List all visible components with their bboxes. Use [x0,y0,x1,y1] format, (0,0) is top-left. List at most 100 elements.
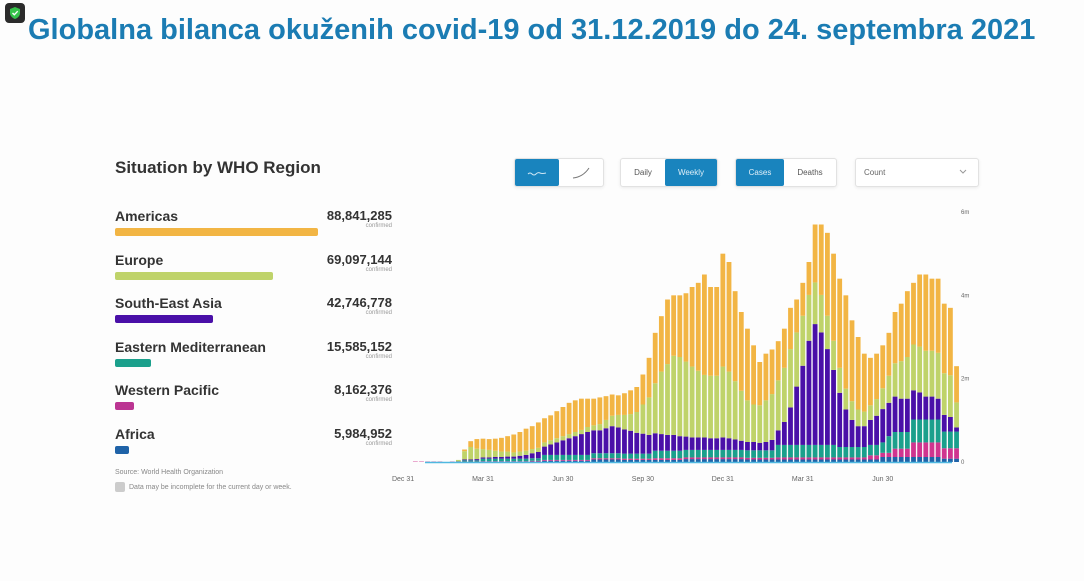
bar-segment-south-east-asia[interactable] [929,396,935,420]
bar-segment-eastern-mediterranean[interactable] [843,447,849,458]
bar-segment-eastern-mediterranean[interactable] [468,460,474,462]
bar-segment-south-east-asia[interactable] [708,438,713,450]
bar-segment-europe[interactable] [941,373,947,415]
bar-segment-africa[interactable] [671,459,677,462]
bar-segment-africa[interactable] [923,457,929,462]
bar-segment-americas[interactable] [800,282,806,316]
bar-segment-americas[interactable] [492,438,498,451]
bar-segment-europe[interactable] [837,367,843,393]
bar-segment-eastern-mediterranean[interactable] [769,450,775,458]
bar-segment-eastern-mediterranean[interactable] [658,450,664,459]
bar-segment-americas[interactable] [880,345,886,389]
bar-segment-europe[interactable] [763,400,769,442]
bar-segment-western-pacific[interactable] [542,459,547,461]
bar-segment-eastern-mediterranean[interactable] [855,447,861,458]
bar-segment-eastern-mediterranean[interactable] [566,454,572,460]
bar-segment-western-pacific[interactable] [745,457,750,460]
bar-segment-africa[interactable] [726,459,732,462]
bar-segment-western-pacific[interactable] [880,452,886,457]
bar-segment-europe[interactable] [603,419,609,429]
bar-segment-western-pacific[interactable] [886,452,892,457]
bar-segment-americas[interactable] [579,398,584,430]
bar-segment-africa[interactable] [861,459,867,463]
region-item[interactable]: Eastern Mediterranean 15,585,152 confirmed [115,339,392,379]
bar-segment-europe[interactable] [781,367,787,422]
bar-segment-south-east-asia[interactable] [904,398,910,432]
bar-segment-africa[interactable] [658,459,664,462]
bar-segment-europe[interactable] [738,390,744,441]
bar-segment-western-pacific[interactable] [929,442,935,457]
bar-segment-western-pacific[interactable] [554,459,560,461]
bar-segment-europe[interactable] [880,388,886,410]
bar-segment-americas[interactable] [917,274,923,347]
bar-segment-south-east-asia[interactable] [861,426,867,447]
bar-segment-americas[interactable] [904,291,910,357]
bar-segment-europe[interactable] [720,366,726,438]
bar-segment-western-pacific[interactable] [948,448,953,459]
bar-segment-africa[interactable] [646,459,652,462]
bar-segment-africa[interactable] [702,459,707,462]
bar-segment-americas[interactable] [683,293,689,362]
bar-segment-eastern-mediterranean[interactable] [683,449,689,458]
bar-segment-europe[interactable] [456,459,461,462]
bar-segment-africa[interactable] [763,459,769,463]
bar-segment-americas[interactable] [812,224,818,283]
bar-segment-south-east-asia[interactable] [529,453,535,459]
bar-segment-americas[interactable] [843,295,849,389]
bar-segment-europe[interactable] [579,429,584,435]
bar-segment-africa[interactable] [868,459,873,463]
bar-segment-europe[interactable] [695,370,701,438]
bar-segment-europe[interactable] [775,380,781,431]
bar-segment-south-east-asia[interactable] [775,430,781,445]
bar-segment-americas[interactable] [788,307,793,350]
bar-segment-western-pacific[interactable] [720,457,726,460]
bar-segment-americas[interactable] [658,316,664,372]
bar-segment-europe[interactable] [929,350,935,397]
bar-segment-south-east-asia[interactable] [622,429,627,454]
bar-segment-europe[interactable] [892,363,898,397]
bar-segment-americas[interactable] [757,362,763,406]
bar-segment-western-pacific[interactable] [566,459,572,461]
bar-segment-western-pacific[interactable] [831,457,836,460]
bar-segment-western-pacific[interactable] [652,458,658,460]
bar-segment-eastern-mediterranean[interactable] [714,449,720,458]
bar-segment-africa[interactable] [831,459,836,463]
bar-segment-europe[interactable] [726,371,732,439]
bar-segment-western-pacific[interactable] [695,457,701,460]
bar-segment-americas[interactable] [646,357,652,398]
bar-segment-africa[interactable] [689,459,695,462]
bar-segment-western-pacific[interactable] [825,457,830,460]
bar-segment-western-pacific[interactable] [800,457,806,460]
bar-segment-americas[interactable] [640,374,646,405]
bar-segment-western-pacific[interactable] [738,457,744,460]
bar-segment-americas[interactable] [468,441,474,447]
bar-segment-americas[interactable] [591,398,597,426]
bar-segment-south-east-asia[interactable] [671,434,677,451]
bar-segment-europe[interactable] [511,452,517,457]
bar-segment-eastern-mediterranean[interactable] [597,453,603,459]
bar-segment-south-east-asia[interactable] [572,436,578,455]
bar-segment-americas[interactable] [855,337,861,410]
bar-segment-americas[interactable] [603,396,609,420]
bar-segment-south-east-asia[interactable] [818,332,824,445]
bar-segment-americas[interactable] [751,345,756,405]
bar-segment-europe[interactable] [609,415,615,427]
bar-segment-eastern-mediterranean[interactable] [825,444,830,458]
bar-segment-western-pacific[interactable] [708,457,713,460]
bar-segment-africa[interactable] [732,459,738,462]
bar-segment-africa[interactable] [579,460,584,462]
bar-segment-south-east-asia[interactable] [751,442,756,451]
deaths-button[interactable]: Deaths [797,168,823,177]
bar-segment-south-east-asia[interactable] [720,437,726,450]
bar-segment-western-pacific[interactable] [837,457,843,460]
bar-segment-europe[interactable] [769,394,775,440]
bar-segment-americas[interactable] [511,434,517,453]
bar-segment-africa[interactable] [615,459,621,463]
bar-segment-eastern-mediterranean[interactable] [892,432,898,449]
bar-segment-americas[interactable] [665,299,670,365]
bar-segment-western-pacific[interactable] [941,448,947,459]
bar-segment-africa[interactable] [640,459,646,462]
bar-segment-africa[interactable] [837,459,843,463]
bar-segment-eastern-mediterranean[interactable] [935,419,941,443]
bar-segment-eastern-mediterranean[interactable] [671,450,677,459]
